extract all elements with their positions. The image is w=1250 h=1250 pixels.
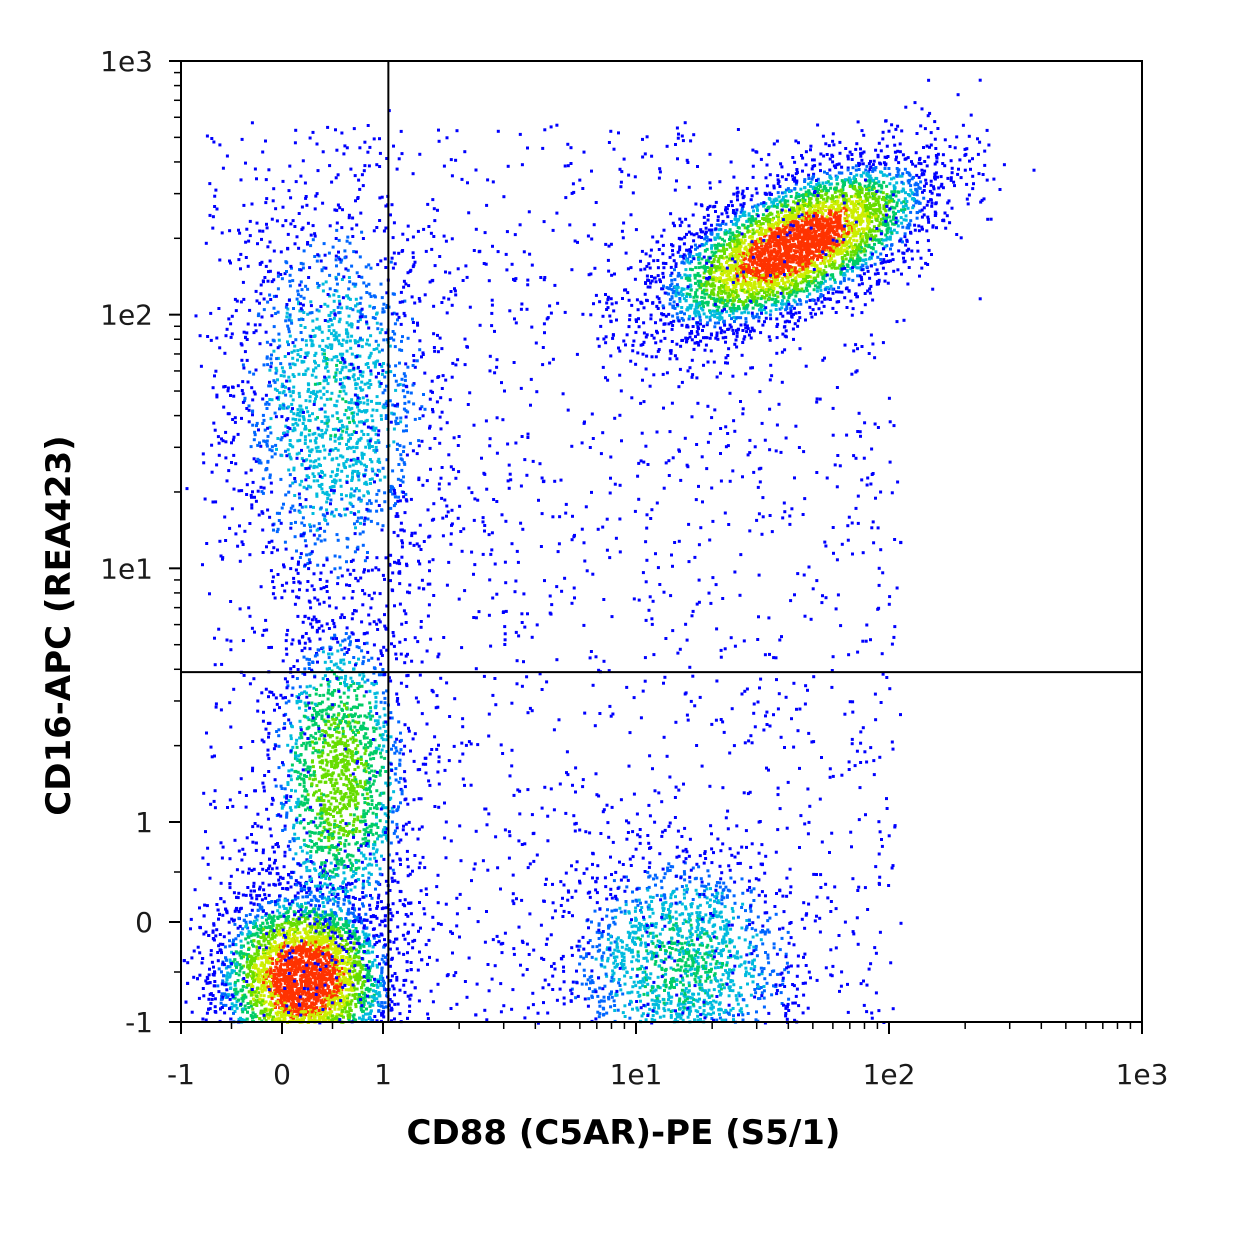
x-tick-label: 1 — [374, 1058, 392, 1091]
y-axis-title: CD16-APC (REA423) — [39, 435, 79, 815]
y-tick-label: 1e3 — [100, 45, 153, 78]
x-tick-label: 0 — [273, 1058, 291, 1091]
x-axis: -1 0 1 1e1 1e2 1e3 — [167, 1021, 1169, 1091]
y-tick-label: 1e2 — [100, 299, 153, 332]
y-tick-label: 1e1 — [100, 552, 153, 585]
x-tick-label: -1 — [167, 1058, 195, 1091]
y-axis: -1 0 1 1e1 1e2 1e3 — [100, 45, 182, 1039]
x-tick-label: 1e2 — [863, 1058, 916, 1091]
y-tick-label: -1 — [125, 1006, 153, 1039]
density-layer — [182, 78, 1036, 1025]
x-tick-label: 1e3 — [1116, 1058, 1169, 1091]
y-tick-label: 1 — [135, 806, 153, 839]
x-tick-label: 1e1 — [610, 1058, 663, 1091]
x-axis-title: CD88 (C5AR)-PE (S5/1) — [407, 1113, 841, 1153]
y-tick-label: 0 — [135, 906, 153, 939]
quadrant-gate — [181, 61, 1142, 1022]
